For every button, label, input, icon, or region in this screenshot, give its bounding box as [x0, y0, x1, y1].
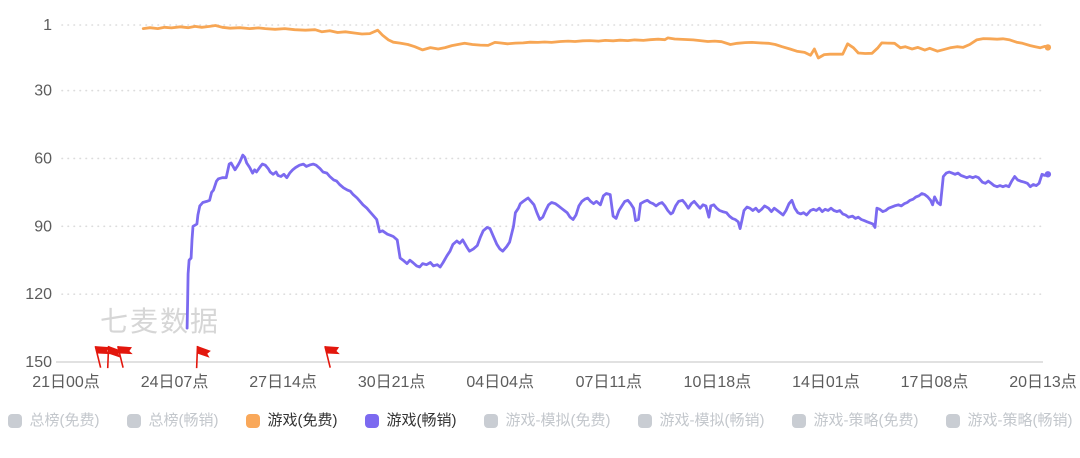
legend-swatch [945, 413, 960, 428]
legend-label: 总榜(畅销) [148, 412, 219, 429]
series-line-游戏(免费) [141, 24, 1050, 60]
y-tick-label: 120 [25, 286, 52, 303]
x-tick-label: 17日08点 [901, 373, 969, 391]
series-end-dot [1044, 171, 1052, 178]
event-flag-icon[interactable] [94, 345, 111, 368]
event-flag-icon[interactable] [117, 345, 134, 368]
x-tick-label: 14日01点 [792, 373, 860, 391]
legend-swatch [126, 413, 141, 428]
x-tick-label: 07日11点 [576, 373, 642, 391]
legend-label: 游戏-策略(免费) [813, 412, 919, 429]
x-tick-label: 27日14点 [249, 373, 317, 391]
legend-swatch [7, 413, 22, 428]
y-tick-label: 1 [43, 17, 52, 34]
legend-label: 游戏-模拟(畅销) [659, 412, 765, 429]
y-tick-label: 60 [34, 150, 52, 167]
x-tick-label: 30日21点 [358, 373, 426, 391]
legend-item-games-free[interactable]: 游戏(免费) [245, 412, 338, 429]
legend-swatch [483, 413, 498, 428]
x-tick-label: 24日07点 [141, 373, 209, 391]
legend-item-games-strategy-free[interactable]: 游戏-策略(免费) [791, 412, 919, 429]
ranking-trend-chart[interactable]: 1 30 60 90 120 150 七麦数据 21日00点 24日07点 27日14点 30日21… [0, 0, 1080, 402]
chart-legend: 总榜(免费) 总榜(畅销) 游戏(免费) 游戏(畅销) 游戏-模拟(免费) 游戏… [0, 413, 1080, 428]
legend-label: 总榜(免费) [29, 412, 100, 429]
legend-item-games-grossing[interactable]: 游戏(畅销) [364, 412, 457, 429]
y-tick-label: 90 [34, 218, 52, 235]
x-tick-label: 04日04点 [466, 373, 534, 391]
legend-label: 游戏-模拟(免费) [505, 412, 611, 429]
legend-item-games-strategy-grossing[interactable]: 游戏-策略(畅销) [945, 412, 1073, 429]
event-flag-icon[interactable] [194, 345, 212, 370]
event-flag-icon[interactable] [105, 345, 123, 370]
legend-item-games-simulation-grossing[interactable]: 游戏-模拟(畅销) [637, 412, 765, 429]
legend-item-overall-grossing[interactable]: 总榜(畅销) [126, 412, 219, 429]
event-flag-icon[interactable] [324, 345, 341, 368]
legend-item-games-simulation-free[interactable]: 游戏-模拟(免费) [483, 412, 611, 429]
x-tick-label: 21日00点 [32, 373, 100, 391]
y-tick-label: 30 [34, 83, 52, 100]
series-end-dot [1044, 44, 1052, 51]
legend-label: 游戏(免费) [267, 412, 338, 429]
legend-swatch [791, 413, 806, 428]
legend-label: 游戏(畅销) [386, 412, 457, 429]
y-tick-label: 150 [25, 354, 52, 371]
x-tick-label: 20日13点 [1009, 373, 1077, 391]
legend-label: 游戏-策略(畅销) [967, 412, 1073, 429]
legend-swatch [245, 413, 260, 428]
x-tick-label: 10日18点 [684, 373, 752, 391]
legend-swatch [637, 413, 652, 428]
legend-item-overall-free[interactable]: 总榜(免费) [7, 412, 100, 429]
legend-swatch [364, 413, 379, 428]
watermark: 七麦数据 [100, 306, 220, 337]
series-line-游戏(畅销) [185, 153, 1050, 330]
